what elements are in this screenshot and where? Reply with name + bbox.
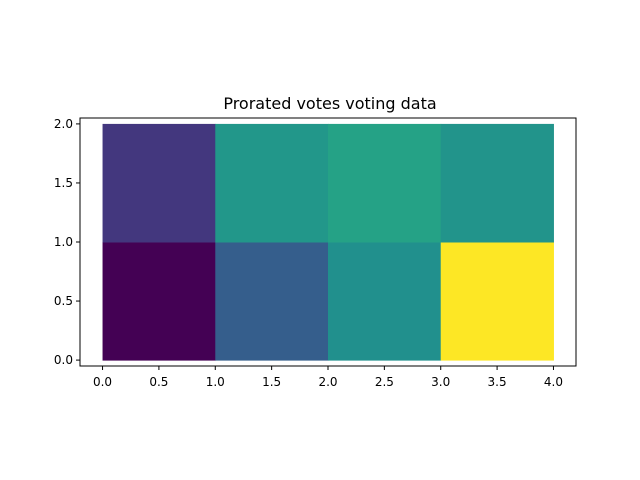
heatmap-cell (102, 242, 216, 361)
heatmap-cell (328, 242, 442, 361)
x-tick-label: 2.0 (318, 375, 337, 389)
y-tick-label: 0.0 (54, 353, 73, 367)
chart-title: Prorated votes voting data (223, 94, 436, 113)
y-tick-label: 0.5 (54, 294, 73, 308)
axes: 0.0 0.5 1.0 1.5 2.0 2.5 3.0 3.5 4.0 0.0 0.5 1.0 1.5 2… (54, 117, 577, 389)
heatmap-cell (215, 242, 329, 361)
y-tick-label: 1.5 (54, 176, 73, 190)
x-tick-label: 3.5 (488, 375, 507, 389)
x-tick-label: 4.0 (544, 375, 563, 389)
x-tick-label: 1.5 (262, 375, 281, 389)
heatmap-cell (102, 123, 216, 243)
heatmap-cell (328, 123, 442, 243)
heatmap-cell (440, 123, 554, 243)
x-tick-label: 1.0 (206, 375, 225, 389)
heatmap-cell (440, 242, 554, 361)
y-tick-label: 2.0 (54, 117, 73, 131)
x-tick-label: 0.0 (93, 375, 112, 389)
x-tick-label: 3.0 (431, 375, 450, 389)
x-tick-label: 2.5 (375, 375, 394, 389)
heatmap-cell (215, 123, 329, 243)
heatmap-cells (102, 123, 554, 361)
x-tick-label: 0.5 (149, 375, 168, 389)
y-tick-label: 1.0 (54, 235, 73, 249)
